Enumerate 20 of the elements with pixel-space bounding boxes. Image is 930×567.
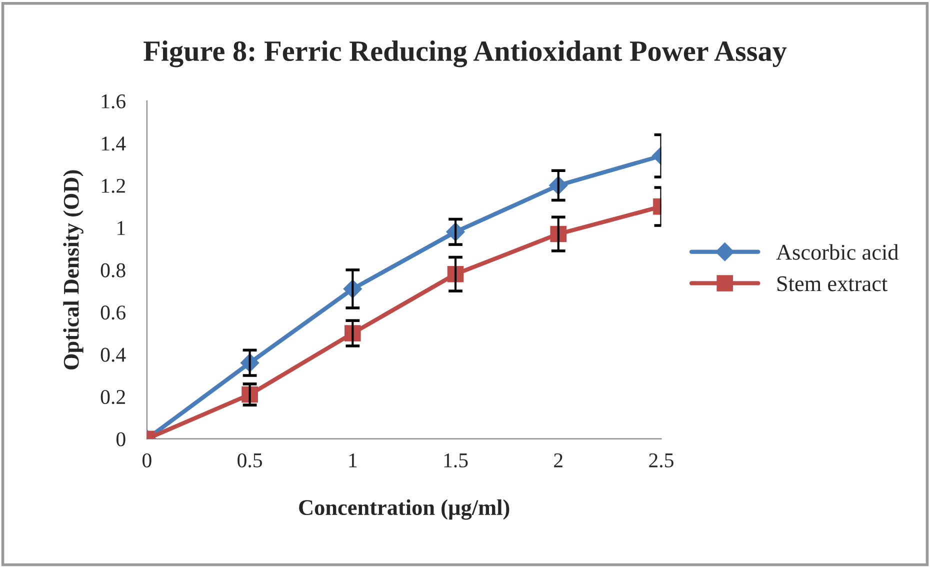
x-tick-label: 0	[142, 453, 152, 468]
y-tick-label: 1.2	[102, 178, 125, 193]
y-tick-label: 1	[118, 221, 125, 235]
chart-title: Figure 8: Ferric Reducing Antioxidant Power Assay	[144, 40, 787, 68]
x-tick-label: 2.5	[649, 453, 674, 468]
x-axis-title: Concentration (µg/ml)	[299, 499, 510, 520]
legend-label: Ascorbic acid	[776, 244, 898, 260]
x-tick-label: 1.5	[444, 453, 468, 468]
y-tick-label: 0.4	[100, 348, 126, 362]
x-tick-label: 0.5	[238, 453, 262, 468]
y-tick-label: 0.6	[100, 306, 126, 320]
y-tick-label: 0.2	[100, 390, 125, 404]
y-tick-label: 1.4	[102, 136, 126, 151]
y-tick-label: 1.6	[102, 94, 126, 108]
legend-label: Stem extract	[777, 276, 888, 292]
y-tick-label: 0.8	[100, 263, 126, 278]
x-tick-label: 1	[349, 453, 357, 468]
y-axis-title: Optical Density (OD)	[63, 170, 84, 370]
y-tick-label: 0	[116, 432, 126, 446]
x-tick-label: 2	[554, 453, 562, 468]
